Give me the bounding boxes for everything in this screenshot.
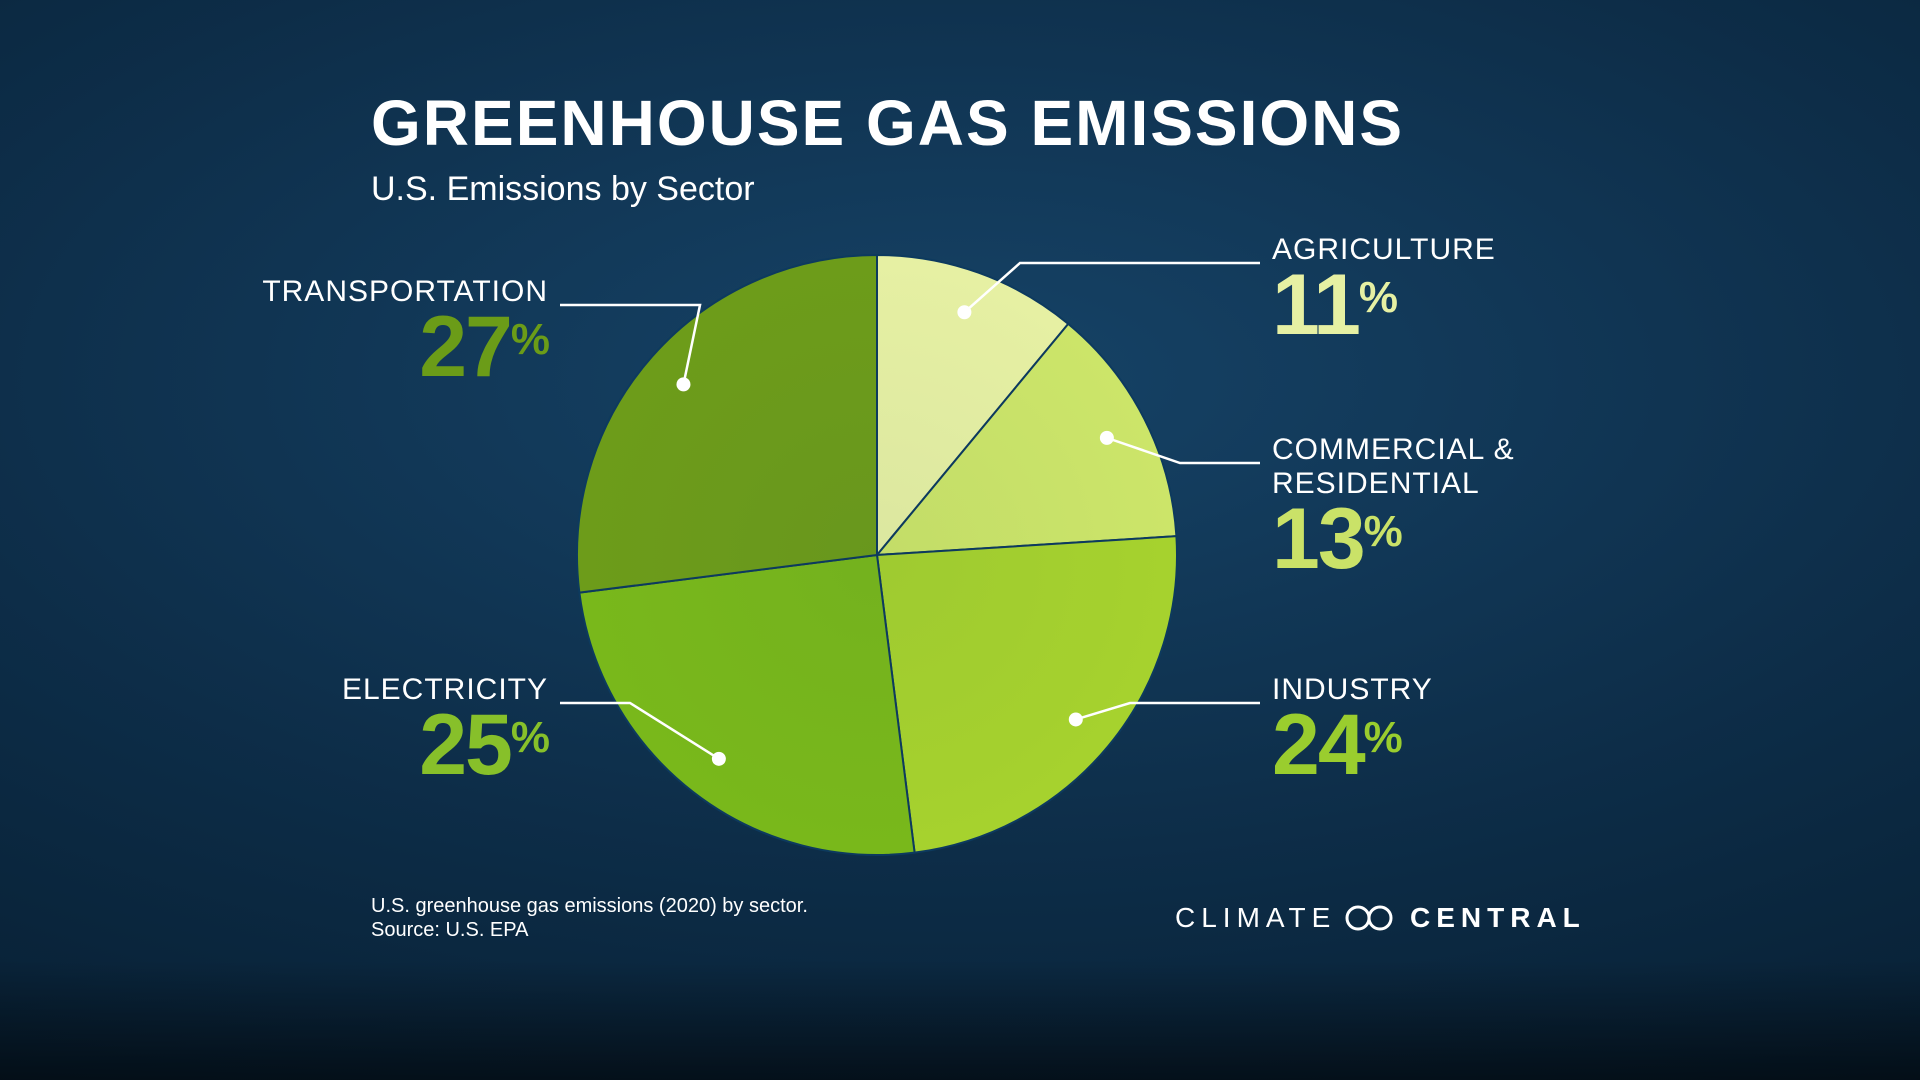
leader-dot-electricity [712,752,726,766]
chart-stage: GREENHOUSE GAS EMISSIONS U.S. Emissions … [0,0,1920,1080]
footnote-line2: Source: U.S. EPA [371,919,529,941]
pie-chart [577,255,1177,855]
callout-electricity: ELECTRICITY25% [342,673,548,784]
brand-right: CENTRAL [1410,902,1586,933]
callout-pct-industry: 24% [1272,707,1433,784]
callout-pct-electricity: 25% [342,707,548,784]
infinity-icon [1347,907,1391,929]
footnote-line1: U.S. greenhouse gas emissions (2020) by … [371,895,808,917]
brand-left: CLIMATE [1175,902,1336,933]
leader-dot-commres [1100,431,1114,445]
callout-transportation: TRANSPORTATION27% [262,275,548,386]
leader-dot-industry [1069,712,1083,726]
callout-industry: INDUSTRY24% [1272,673,1433,784]
slice-industry [877,536,1177,852]
title-sub: U.S. Emissions by Sector [371,170,755,208]
chart-svg: GREENHOUSE GAS EMISSIONS U.S. Emissions … [0,0,1920,1080]
leader-dot-transportation [676,377,690,391]
callout-pct-commres: 13% [1272,501,1515,578]
callout-agriculture: AGRICULTURE11% [1272,233,1496,344]
slice-electricity [579,555,914,855]
callout-pct-agriculture: 11% [1272,267,1496,344]
title-main: GREENHOUSE GAS EMISSIONS [371,87,1404,159]
brand-logo: CLIMATE CENTRAL [1175,902,1586,933]
callout-commres: COMMERCIAL & RESIDENTIAL13% [1272,433,1515,578]
callout-pct-transportation: 27% [262,309,548,386]
leader-dot-agriculture [957,305,971,319]
